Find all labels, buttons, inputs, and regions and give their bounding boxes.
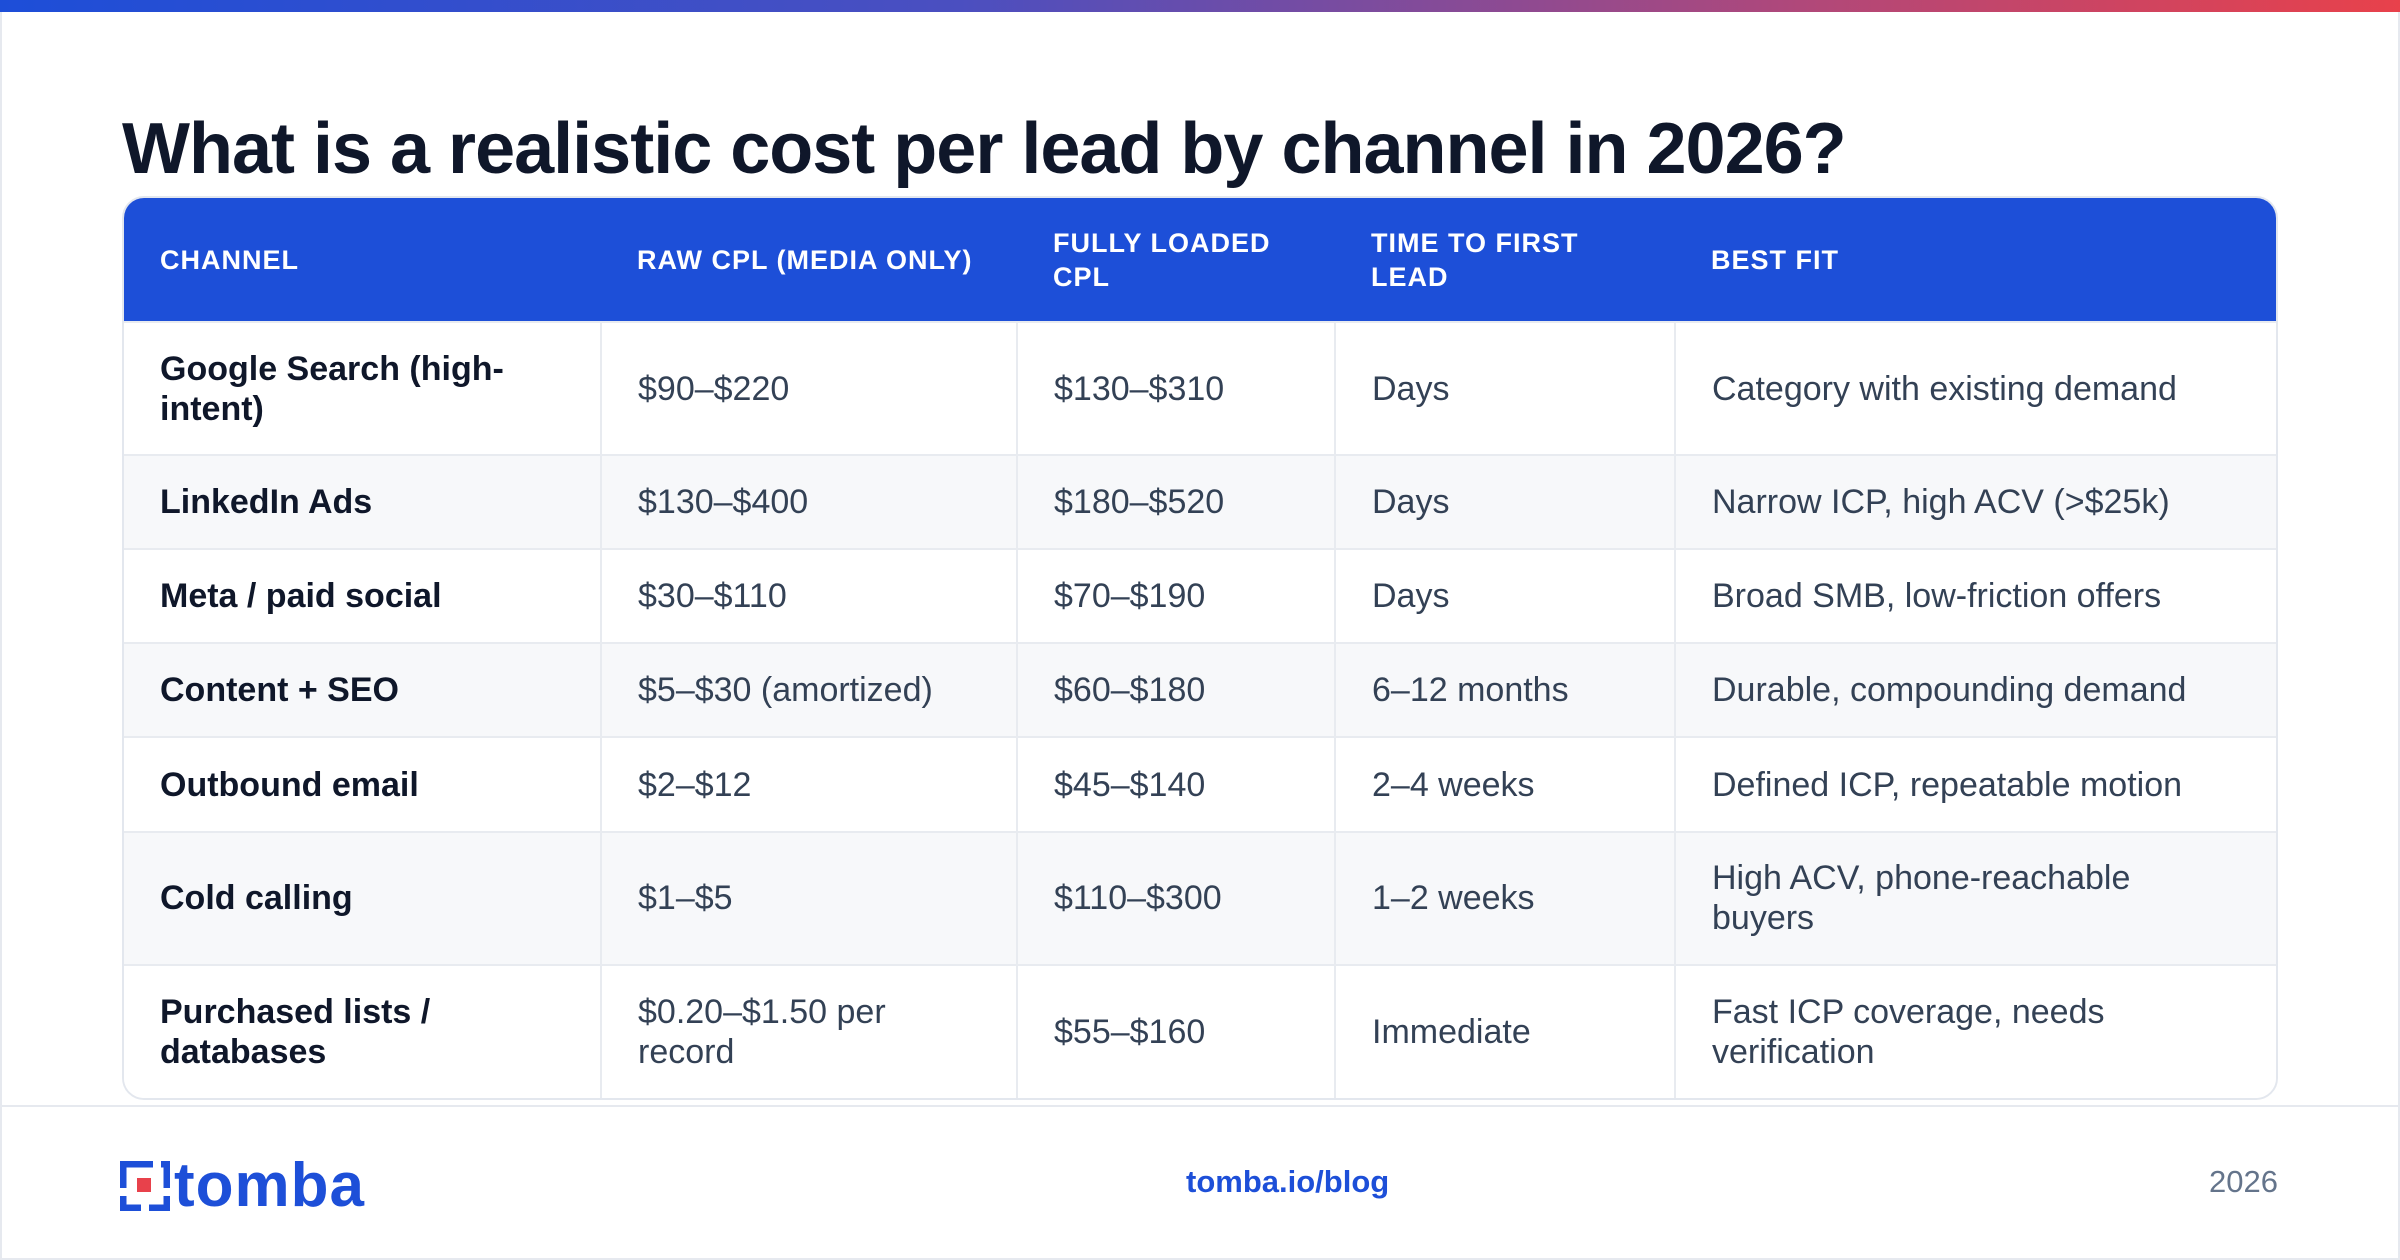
cell-channel: Outbound email bbox=[124, 736, 602, 832]
logo-wordmark: tomba bbox=[174, 1151, 365, 1220]
cell-best-fit: Defined ICP, repeatable motion bbox=[1675, 736, 2276, 832]
cell-channel: LinkedIn Ads bbox=[124, 454, 602, 550]
table-header-row: CHANNEL RAW CPL (MEDIA ONLY) FULLY LOADE… bbox=[124, 198, 2276, 322]
table-row: Meta / paid social $30–$110 $70–$190 Day… bbox=[124, 548, 2276, 644]
cell-channel: Google Search (high-intent) bbox=[124, 320, 602, 456]
cell-raw-cpl: $5–$30 (amortized) bbox=[601, 642, 1018, 738]
cell-channel: Meta / paid social bbox=[124, 548, 602, 644]
cell-time-to-lead: Days bbox=[1335, 548, 1676, 644]
cell-time-to-lead: 1–2 weeks bbox=[1335, 830, 1676, 965]
blog-link[interactable]: tomba.io/blog bbox=[1186, 1164, 1390, 1199]
cell-raw-cpl: $0.20–$1.50 per record bbox=[601, 963, 1018, 1098]
cell-channel: Purchased lists / databases bbox=[124, 963, 602, 1098]
table-row: Outbound email $2–$12 $45–$140 2–4 weeks… bbox=[124, 736, 2276, 832]
table-row: Cold calling $1–$5 $110–$300 1–2 weeks H… bbox=[124, 830, 2276, 965]
cell-best-fit: Durable, compounding demand bbox=[1675, 642, 2276, 738]
cell-best-fit: Fast ICP coverage, needs verification bbox=[1675, 963, 2276, 1098]
header-best-fit: BEST FIT bbox=[1711, 244, 1839, 275]
cell-channel: Content + SEO bbox=[124, 642, 602, 738]
cell-loaded-cpl: $130–$310 bbox=[1017, 320, 1336, 456]
cell-loaded-cpl: $45–$140 bbox=[1017, 736, 1336, 832]
cell-loaded-cpl: $70–$190 bbox=[1017, 548, 1336, 644]
cpl-table-container: CHANNEL RAW CPL (MEDIA ONLY) FULLY LOADE… bbox=[122, 196, 2278, 1100]
table-row: LinkedIn Ads $130–$400 $180–$520 Days Na… bbox=[124, 454, 2276, 550]
cell-best-fit: High ACV, phone-reachable buyers bbox=[1675, 830, 2276, 965]
top-gradient-bar bbox=[0, 0, 2400, 12]
footer-year: 2026 bbox=[2209, 1164, 2278, 1199]
tomba-logo[interactable]: tomba bbox=[120, 1151, 365, 1220]
cell-time-to-lead: 6–12 months bbox=[1335, 642, 1676, 738]
cell-raw-cpl: $90–$220 bbox=[601, 320, 1018, 456]
table-row: Content + SEO $5–$30 (amortized) $60–$18… bbox=[124, 642, 2276, 738]
header-raw-cpl: RAW CPL (MEDIA ONLY) bbox=[637, 244, 973, 275]
cell-time-to-lead: Days bbox=[1335, 454, 1676, 550]
tomba-logo-icon bbox=[120, 1161, 170, 1211]
cell-loaded-cpl: $60–$180 bbox=[1017, 642, 1336, 738]
cell-raw-cpl: $130–$400 bbox=[601, 454, 1018, 550]
table-row: Purchased lists / databases $0.20–$1.50 … bbox=[124, 963, 2276, 1098]
cell-time-to-lead: 2–4 weeks bbox=[1335, 736, 1676, 832]
page-title: What is a realistic cost per lead by cha… bbox=[122, 109, 1847, 189]
cell-loaded-cpl: $110–$300 bbox=[1017, 830, 1336, 965]
cell-raw-cpl: $1–$5 bbox=[601, 830, 1018, 965]
header-loaded-cpl: FULLY LOADED CPL bbox=[1053, 227, 1271, 292]
table-row: Google Search (high-intent) $90–$220 $13… bbox=[124, 320, 2276, 456]
cell-best-fit: Category with existing demand bbox=[1675, 320, 2276, 456]
footer-divider bbox=[0, 1105, 2400, 1107]
cell-loaded-cpl: $180–$520 bbox=[1017, 454, 1336, 550]
cell-raw-cpl: $30–$110 bbox=[601, 548, 1018, 644]
cell-raw-cpl: $2–$12 bbox=[601, 736, 1018, 832]
header-time-to-lead: TIME TO FIRST LEAD bbox=[1371, 227, 1579, 292]
cpl-table: CHANNEL RAW CPL (MEDIA ONLY) FULLY LOADE… bbox=[124, 198, 2276, 1098]
cell-time-to-lead: Days bbox=[1335, 320, 1676, 456]
header-channel: CHANNEL bbox=[160, 244, 299, 275]
cell-best-fit: Broad SMB, low-friction offers bbox=[1675, 548, 2276, 644]
cell-loaded-cpl: $55–$160 bbox=[1017, 963, 1336, 1098]
cell-channel: Cold calling bbox=[124, 830, 602, 965]
cell-best-fit: Narrow ICP, high ACV (>$25k) bbox=[1675, 454, 2276, 550]
cell-time-to-lead: Immediate bbox=[1335, 963, 1676, 1098]
